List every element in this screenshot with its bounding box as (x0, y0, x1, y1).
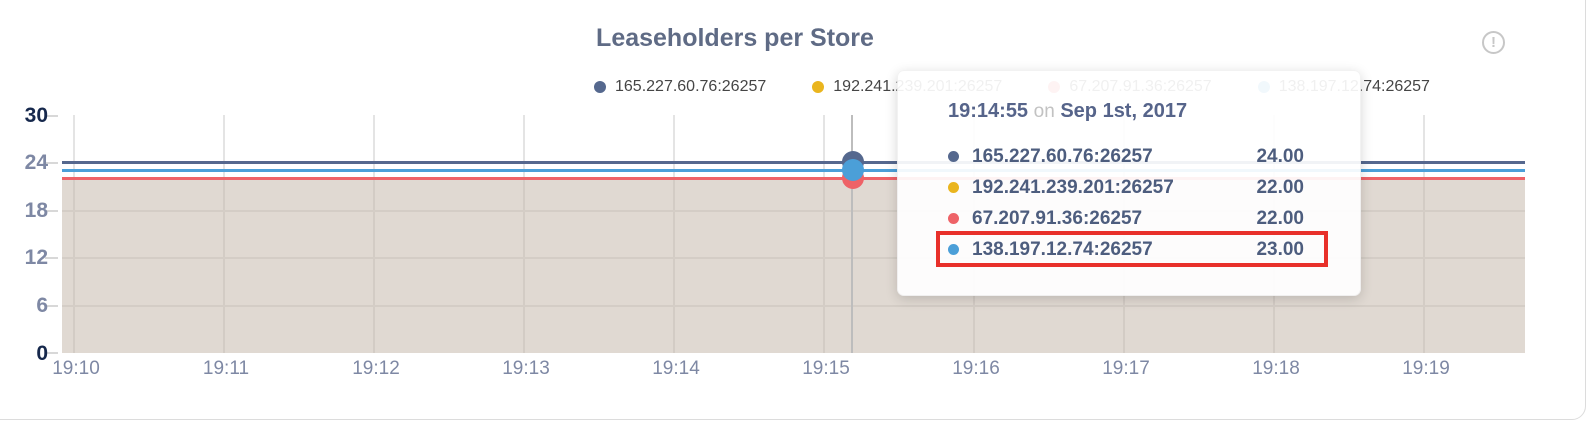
series-color-dot-icon (594, 81, 606, 93)
y-tick (45, 305, 58, 307)
y-axis-label: 24 (24, 151, 48, 174)
x-axis-label: 19:10 (52, 358, 100, 379)
tooltip-row-highlighted: 138.197.12.74:26257 23.00 (948, 234, 1304, 265)
series-color-dot-icon (948, 213, 959, 224)
tooltip-series-value: 23.00 (1256, 238, 1304, 260)
tooltip-series-name: 192.241.239.201:26257 (972, 176, 1174, 198)
tooltip-series-value: 22.00 (1256, 207, 1304, 229)
x-axis-label: 19:15 (802, 358, 850, 379)
x-axis-label: 19:14 (652, 358, 700, 379)
hover-tooltip: 19:14:55 on Sep 1st, 2017 165.227.60.76:… (897, 70, 1361, 296)
series-color-dot-icon (948, 182, 959, 193)
tooltip-row: 192.241.239.201:26257 22.00 (948, 172, 1304, 203)
series-color-dot-icon (948, 244, 959, 255)
tooltip-series-name: 138.197.12.74:26257 (972, 238, 1153, 260)
tooltip-date: Sep 1st, 2017 (1060, 100, 1188, 122)
y-axis-label: 12 (24, 246, 48, 269)
hover-point-blue (842, 159, 864, 181)
series-line-138-197-12-74 (62, 169, 1525, 172)
tooltip-series-value: 22.00 (1256, 176, 1304, 198)
y-tick (45, 257, 58, 259)
tooltip-row: 165.227.60.76:26257 24.00 (948, 141, 1304, 172)
x-axis-label: 19:16 (952, 358, 1000, 379)
y-tick (45, 210, 58, 212)
series-line-165-227-60-76 (62, 161, 1525, 164)
y-axis-label: 6 (36, 294, 48, 317)
y-axis-label: 0 (36, 342, 48, 365)
y-tick (45, 352, 58, 354)
x-axis-label: 19:17 (1102, 358, 1150, 379)
tooltip-conjunction: on (1033, 101, 1055, 122)
series-color-dot-icon (812, 81, 825, 93)
x-axis-label: 19:18 (1252, 358, 1300, 379)
series-color-dot-icon (948, 151, 959, 162)
legend-item[interactable]: 165.227.60.76:26257 (594, 78, 766, 96)
series-line-67-207-91-36 (62, 177, 1525, 180)
info-icon[interactable]: ! (1482, 31, 1505, 54)
x-axis-label: 19:12 (352, 358, 400, 379)
x-axis-label: 19:13 (502, 358, 550, 379)
tooltip-series-name: 67.207.91.36:26257 (972, 207, 1143, 229)
y-tick (45, 162, 58, 164)
y-axis-label: 18 (24, 199, 48, 222)
hover-guide-line (851, 115, 853, 353)
tooltip-series-name: 165.227.60.76:26257 (972, 145, 1153, 167)
x-axis-label: 19:19 (1402, 358, 1450, 379)
legend-item-label: 165.227.60.76:26257 (615, 78, 767, 95)
tooltip-timestamp: 19:14:55 on Sep 1st, 2017 (948, 97, 1304, 126)
y-axis-label: 30 (24, 104, 48, 127)
x-axis-label: 19:11 (202, 358, 250, 379)
tooltip-time: 19:14:55 (948, 100, 1029, 122)
tooltip-series-value: 24.00 (1256, 145, 1304, 167)
y-tick (45, 115, 58, 117)
chart-title: Leaseholders per Store (596, 24, 874, 52)
tooltip-row: 67.207.91.36:26257 22.00 (948, 203, 1304, 234)
